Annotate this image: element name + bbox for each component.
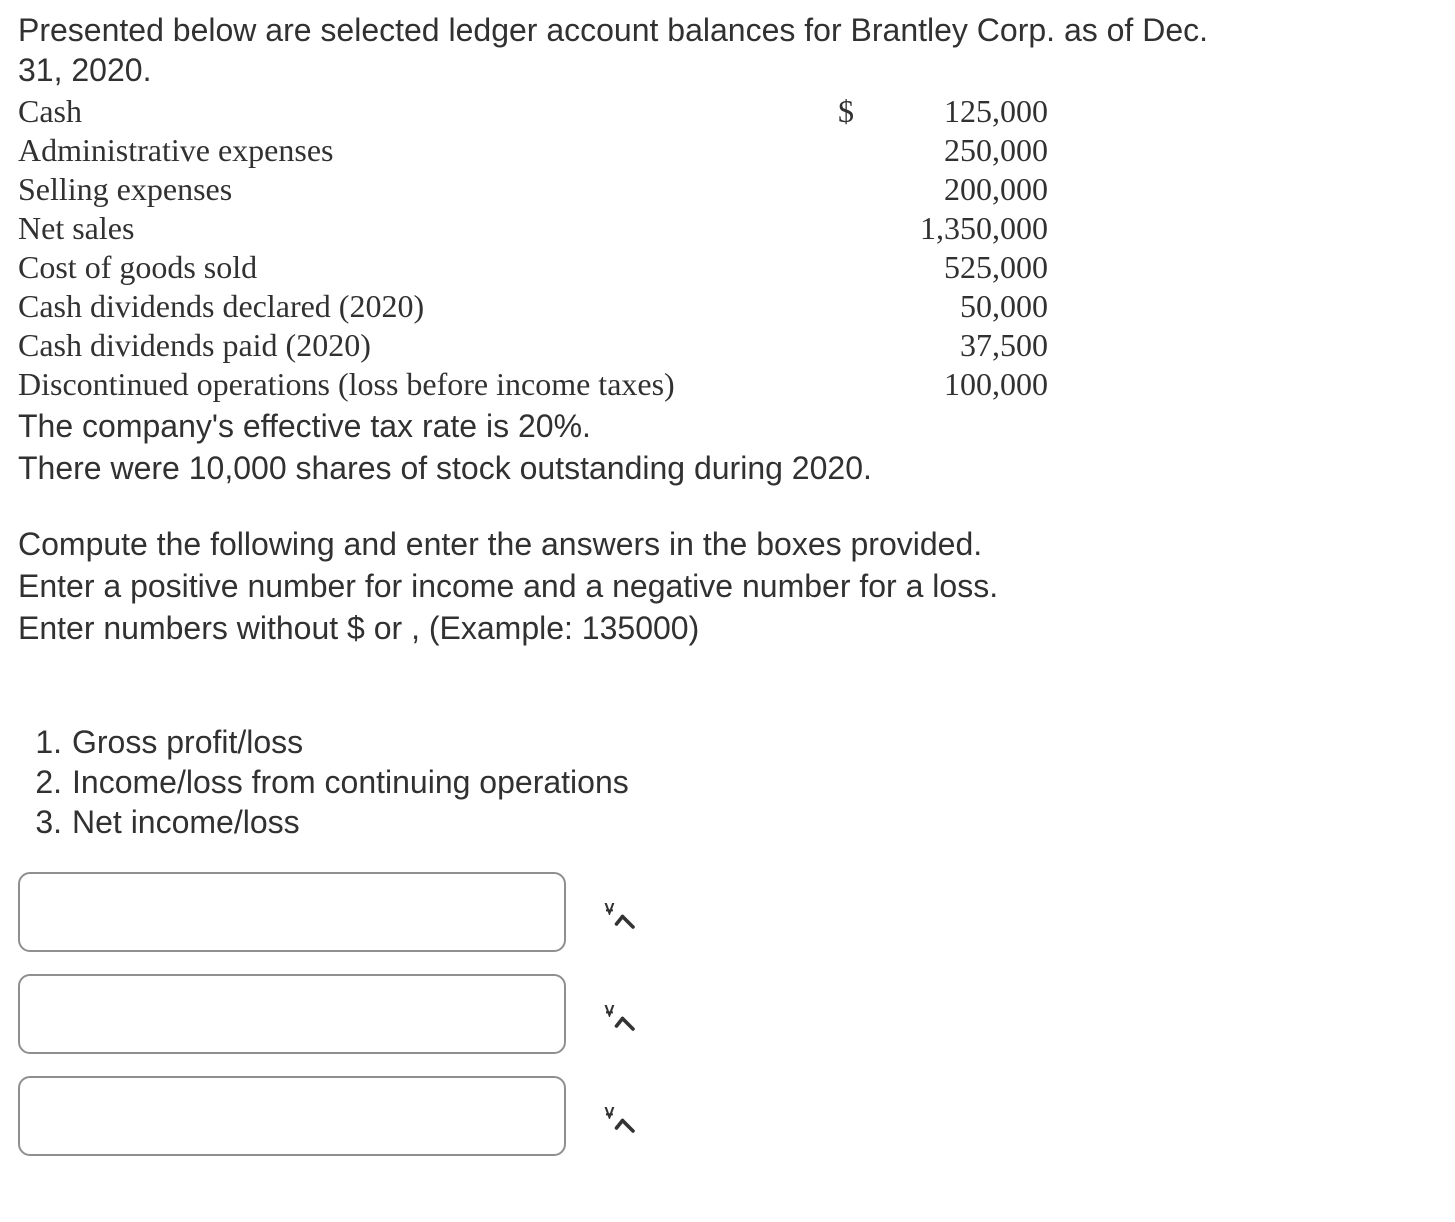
answer-row bbox=[18, 872, 1437, 952]
ledger-table: Cash $ 125,000 Administrative expenses 2… bbox=[18, 92, 1437, 404]
instruction-line-2: Enter a positive number for income and a… bbox=[18, 566, 1437, 606]
ledger-value: 125,000 bbox=[878, 92, 1048, 131]
ledger-value: 200,000 bbox=[878, 170, 1048, 209]
spacer bbox=[18, 648, 1437, 682]
answer-input-2[interactable] bbox=[18, 974, 566, 1054]
ledger-row: Net sales 1,350,000 bbox=[18, 209, 1437, 248]
ledger-label: Cash dividends paid (2020) bbox=[18, 326, 838, 365]
ledger-label: Cost of goods sold bbox=[18, 248, 838, 287]
answer-row bbox=[18, 974, 1437, 1054]
ledger-label: Net sales bbox=[18, 209, 838, 248]
intro-line-1: Presented below are selected ledger acco… bbox=[18, 10, 1437, 50]
ledger-value: 100,000 bbox=[878, 365, 1048, 404]
instruction-line-1: Compute the following and enter the answ… bbox=[18, 524, 1437, 564]
answer-input-3[interactable] bbox=[18, 1076, 566, 1156]
ledger-row: Selling expenses 200,000 bbox=[18, 170, 1437, 209]
spellcheck-icon bbox=[600, 996, 636, 1032]
ledger-row: Cash dividends declared (2020) 50,000 bbox=[18, 287, 1437, 326]
ledger-label: Cash bbox=[18, 92, 838, 131]
question-text: Gross profit/loss bbox=[72, 722, 1437, 762]
intro-line-2: 31, 2020. bbox=[18, 50, 1437, 90]
shares-note: There were 10,000 shares of stock outsta… bbox=[18, 448, 1437, 488]
instruction-line-3: Enter numbers without $ or , (Example: 1… bbox=[18, 608, 1437, 648]
ledger-value: 250,000 bbox=[878, 131, 1048, 170]
ledger-label: Selling expenses bbox=[18, 170, 838, 209]
answer-inputs bbox=[18, 872, 1437, 1156]
spellcheck-icon bbox=[600, 1098, 636, 1134]
question-text: Income/loss from continuing operations bbox=[72, 762, 1437, 802]
ledger-row: Discontinued operations (loss before inc… bbox=[18, 365, 1437, 404]
intro-text: Presented below are selected ledger acco… bbox=[18, 10, 1437, 90]
ledger-label: Discontinued operations (loss before inc… bbox=[18, 365, 838, 404]
answer-input-1[interactable] bbox=[18, 872, 566, 952]
ledger-row: Administrative expenses 250,000 bbox=[18, 131, 1437, 170]
spacer bbox=[18, 488, 1437, 522]
question-number: 1. bbox=[18, 722, 72, 762]
ledger-label: Administrative expenses bbox=[18, 131, 838, 170]
question-text: Net income/loss bbox=[72, 802, 1437, 842]
answer-row bbox=[18, 1076, 1437, 1156]
tax-note: The company's effective tax rate is 20%. bbox=[18, 406, 1437, 446]
question-list: 1. Gross profit/loss 2. Income/loss from… bbox=[18, 722, 1437, 842]
question-item: 1. Gross profit/loss bbox=[18, 722, 1437, 762]
spacer bbox=[18, 682, 1437, 716]
question-page: Presented below are selected ledger acco… bbox=[0, 0, 1455, 1218]
ledger-value: 525,000 bbox=[878, 248, 1048, 287]
spellcheck-icon bbox=[600, 894, 636, 930]
ledger-row: Cash dividends paid (2020) 37,500 bbox=[18, 326, 1437, 365]
ledger-value: 1,350,000 bbox=[878, 209, 1048, 248]
question-number: 3. bbox=[18, 802, 72, 842]
question-item: 2. Income/loss from continuing operation… bbox=[18, 762, 1437, 802]
ledger-row: Cash $ 125,000 bbox=[18, 92, 1437, 131]
ledger-label: Cash dividends declared (2020) bbox=[18, 287, 838, 326]
currency-symbol: $ bbox=[838, 92, 878, 131]
question-number: 2. bbox=[18, 762, 72, 802]
question-item: 3. Net income/loss bbox=[18, 802, 1437, 842]
ledger-value: 50,000 bbox=[878, 287, 1048, 326]
ledger-row: Cost of goods sold 525,000 bbox=[18, 248, 1437, 287]
ledger-value: 37,500 bbox=[878, 326, 1048, 365]
